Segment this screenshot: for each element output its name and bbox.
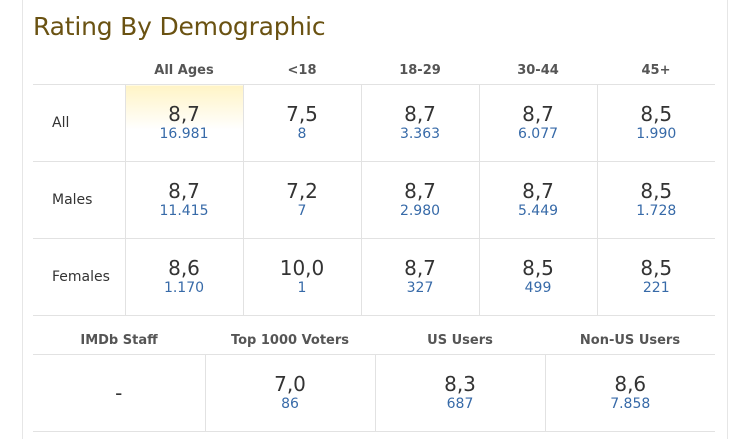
votes-link[interactable]: 1.170 [163, 280, 205, 296]
column-header-imdb-staff: IMDb Staff [33, 327, 205, 355]
row-label-header [33, 56, 125, 85]
votes-link[interactable]: 1.728 [636, 203, 677, 219]
row-label-males: Males [33, 161, 125, 239]
rating-value: 8,7 [522, 179, 554, 203]
rating-value: 8,3 [444, 372, 476, 396]
votes-link[interactable]: 499 [524, 280, 552, 296]
column-header-us-users: US Users [375, 327, 545, 355]
votes-link[interactable]: 7 [297, 203, 307, 219]
rating-value: 8,6 [168, 256, 200, 280]
votes-link[interactable]: 327 [406, 280, 434, 296]
column-header-45-plus: 45+ [597, 56, 715, 85]
table-row-groups: - 7,0 86 8,3 687 8,6 7.858 [33, 354, 715, 432]
table-row-males: Males 8,7 11.415 7,2 7 8,7 2.980 8,7 5.4… [33, 161, 715, 239]
votes-link[interactable]: 86 [281, 396, 299, 412]
table-row-females: Females 8,6 1.170 10,0 1 8,7 327 8,5 499 [33, 238, 715, 316]
votes-link[interactable]: 5.449 [517, 203, 559, 219]
rating-value: 7,0 [274, 372, 306, 396]
rating-value: 8,5 [522, 256, 554, 280]
rating-cell-imdb-staff: - [33, 354, 205, 432]
table-row-all: All 8,7 16.981 7,5 8 8,7 3.363 8,7 6.077 [33, 84, 715, 162]
rating-cell-females-all-ages: 8,6 1.170 [124, 238, 243, 316]
rating-cell-females-18-29: 8,7 327 [360, 238, 479, 316]
rating-value: 8,7 [404, 256, 436, 280]
column-header-top-1000-voters: Top 1000 Voters [205, 327, 375, 355]
rating-cell-females-30-44: 8,5 499 [478, 238, 597, 316]
row-label-females: Females [33, 238, 125, 316]
panel-left-border [22, 0, 23, 439]
rating-cell-all-all-ages: 8,7 16.981 [124, 84, 243, 162]
rating-cell-males-18-29: 8,7 2.980 [360, 161, 479, 239]
rating-cell-males-under-18: 7,2 7 [242, 161, 361, 239]
votes-link[interactable]: 2.980 [399, 203, 441, 219]
votes-link[interactable]: 1 [297, 280, 307, 296]
rating-cell-all-18-29: 8,7 3.363 [360, 84, 479, 162]
column-header-non-us-users: Non-US Users [545, 327, 715, 355]
votes-link[interactable]: 221 [642, 280, 670, 296]
rating-cell-non-us-users: 8,6 7.858 [544, 354, 715, 432]
rating-value: 8,7 [522, 102, 554, 126]
group-ratings-table: IMDb Staff Top 1000 Voters US Users Non-… [33, 327, 715, 432]
rating-cell-all-45-plus: 8,5 1.990 [596, 84, 715, 162]
rating-value: 10,0 [279, 256, 325, 280]
column-header-under-18: <18 [243, 56, 361, 85]
rating-value: - [115, 381, 123, 405]
column-header-18-29: 18-29 [361, 56, 479, 85]
votes-link[interactable]: 687 [446, 396, 474, 412]
demographic-header-row: All Ages <18 18-29 30-44 45+ [33, 56, 715, 85]
votes-link[interactable]: 1.990 [636, 126, 677, 142]
group-header-row: IMDb Staff Top 1000 Voters US Users Non-… [33, 327, 715, 355]
rating-cell-top-1000-voters: 7,0 86 [204, 354, 375, 432]
rating-cell-females-under-18: 10,0 1 [242, 238, 361, 316]
page-title: Rating By Demographic [33, 12, 326, 41]
rating-value: 8,6 [614, 372, 647, 396]
demographic-ratings-table: All Ages <18 18-29 30-44 45+ All 8,7 16.… [33, 56, 715, 316]
rating-cell-males-all-ages: 8,7 11.415 [124, 161, 243, 239]
votes-link[interactable]: 6.077 [517, 126, 559, 142]
rating-value: 8,7 [168, 102, 200, 126]
rating-cell-all-30-44: 8,7 6.077 [478, 84, 597, 162]
row-label-all: All [33, 84, 125, 162]
votes-link[interactable]: 3.363 [399, 126, 441, 142]
rating-cell-all-under-18: 7,5 8 [242, 84, 361, 162]
rating-cell-males-45-plus: 8,5 1.728 [596, 161, 715, 239]
column-header-30-44: 30-44 [479, 56, 597, 85]
rating-value: 8,7 [404, 179, 436, 203]
rating-value: 8,5 [640, 102, 673, 126]
rating-value: 8,7 [404, 102, 436, 126]
panel-right-border [727, 0, 728, 439]
votes-link[interactable]: 7.858 [610, 396, 651, 412]
votes-link[interactable]: 11.415 [159, 203, 209, 219]
rating-cell-males-30-44: 8,7 5.449 [478, 161, 597, 239]
rating-value: 8,5 [640, 179, 673, 203]
rating-value: 7,5 [286, 102, 318, 126]
rating-value: 8,5 [640, 256, 673, 280]
rating-cell-us-users: 8,3 687 [374, 354, 545, 432]
votes-link[interactable]: 8 [297, 126, 307, 142]
rating-cell-females-45-plus: 8,5 221 [596, 238, 715, 316]
column-header-all-ages: All Ages [125, 56, 243, 85]
rating-value: 8,7 [168, 179, 200, 203]
votes-link[interactable]: 16.981 [159, 126, 209, 142]
rating-value: 7,2 [286, 179, 318, 203]
